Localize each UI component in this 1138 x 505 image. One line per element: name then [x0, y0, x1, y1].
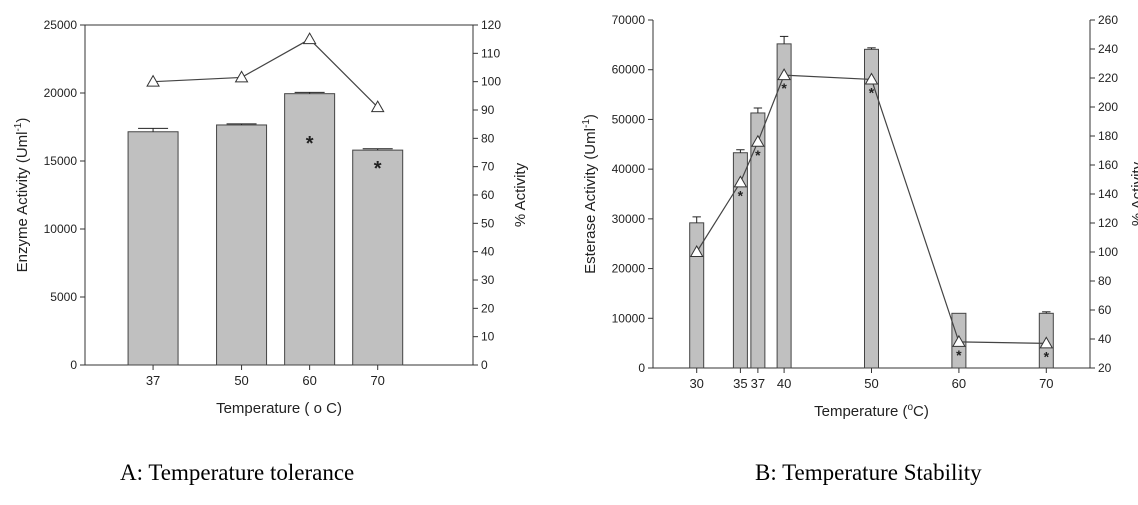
y-tick-label: 60000 [612, 63, 646, 77]
y2-tick-label: 60 [481, 188, 495, 202]
significance-mark: * [781, 80, 787, 96]
y-axis-label: Esterase Activity (Uml-1) [581, 114, 599, 274]
bar [352, 149, 404, 366]
y-tick-label: 20000 [44, 86, 78, 100]
line-point [370, 100, 385, 113]
y2-tick-label: 220 [1098, 71, 1118, 85]
line-point [864, 72, 879, 85]
line-point [302, 32, 317, 45]
y2-tick-label: 60 [1098, 303, 1112, 317]
y-tick-label: 25000 [44, 18, 78, 32]
line-point [751, 134, 765, 147]
x-tick-label: 60 [302, 373, 316, 388]
y2-tick-label: 40 [481, 245, 495, 259]
y2-tick-label: 100 [481, 75, 501, 89]
y2-tick-label: 80 [1098, 274, 1112, 288]
caption-a: A: Temperature tolerance [120, 460, 355, 485]
y2-tick-label: 260 [1098, 13, 1118, 27]
y-tick-label: 20000 [612, 262, 646, 276]
y2-tick-label: 240 [1098, 42, 1118, 56]
y2-tick-label: 80 [481, 131, 495, 145]
bar [127, 131, 179, 366]
x-axis-label: Temperature (oC) [814, 402, 929, 420]
y2-tick-label: 120 [1098, 216, 1118, 230]
y2-tick-label: 70 [481, 160, 495, 174]
y2-tick-label: 140 [1098, 187, 1118, 201]
line-point [146, 74, 160, 87]
line-point [689, 244, 704, 257]
y-tick-label: 50000 [612, 112, 646, 126]
y2-axis-label: % Activity [512, 162, 529, 227]
chart-a: 0 5000 10000 15000 20000 25000 0 10 20 30 40 50 60 70… [13, 18, 529, 417]
significance-mark: * [956, 347, 962, 363]
significance-mark: * [306, 133, 314, 155]
y-tick-label: 10000 [44, 222, 78, 236]
y2-tick-label: 10 [481, 330, 495, 344]
x-tick-label: 37 [146, 373, 160, 388]
y2-tick-label: 100 [1098, 245, 1118, 259]
y2-tick-label: 0 [481, 358, 488, 372]
line-point [234, 70, 249, 83]
y-tick-label: 10000 [612, 311, 646, 325]
y2-tick-label: 180 [1098, 129, 1118, 143]
y2-axis-label: % Activity [1129, 161, 1138, 226]
x-axis-label: Temperature ( o C) [216, 400, 342, 417]
y-tick-label: 70000 [612, 13, 646, 27]
line-point [952, 334, 966, 347]
y2-tick-label: 20 [481, 301, 495, 315]
bar [216, 124, 268, 366]
y-tick-label: 5000 [50, 290, 77, 304]
caption-b: B: Temperature Stability [755, 460, 982, 485]
significance-mark: * [1044, 348, 1050, 364]
y-tick-label: 0 [70, 358, 77, 372]
significance-mark: * [738, 187, 744, 203]
significance-mark: * [755, 147, 761, 163]
line-point [1039, 336, 1054, 349]
x-tick-label: 70 [370, 373, 384, 388]
y-tick-label: 15000 [44, 154, 78, 168]
y-tick-label: 30000 [612, 212, 646, 226]
y2-tick-label: 90 [481, 103, 495, 117]
x-tick-label: 50 [234, 373, 248, 388]
significance-mark: * [869, 84, 875, 100]
y2-tick-label: 30 [481, 273, 495, 287]
y-axis-label: Enzyme Activity (Uml-1) [13, 118, 31, 273]
y-tick-label: 40000 [612, 162, 646, 176]
x-tick-label: 35 [733, 376, 747, 391]
y2-tick-label: 50 [481, 216, 495, 230]
line-point [777, 68, 791, 81]
y2-tick-label: 110 [481, 46, 500, 60]
y2-tick-label: 120 [481, 18, 501, 32]
x-tick-label: 30 [689, 376, 703, 391]
y-tick-label: 0 [638, 361, 645, 375]
y2-tick-label: 40 [1098, 332, 1112, 346]
x-tick-label: 60 [952, 376, 966, 391]
y2-tick-label: 160 [1098, 158, 1118, 172]
line-point [733, 175, 748, 188]
x-tick-label: 37 [751, 376, 765, 391]
chart-b: 0 10000 20000 30000 40000 50000 60000 70000 20 40… [581, 13, 1138, 420]
x-tick-label: 70 [1039, 376, 1053, 391]
x-tick-label: 50 [864, 376, 878, 391]
significance-mark: * [374, 158, 382, 180]
y2-tick-label: 200 [1098, 100, 1118, 114]
y2-tick-label: 20 [1098, 361, 1112, 375]
series-line [153, 38, 379, 108]
x-tick-label: 40 [777, 376, 791, 391]
